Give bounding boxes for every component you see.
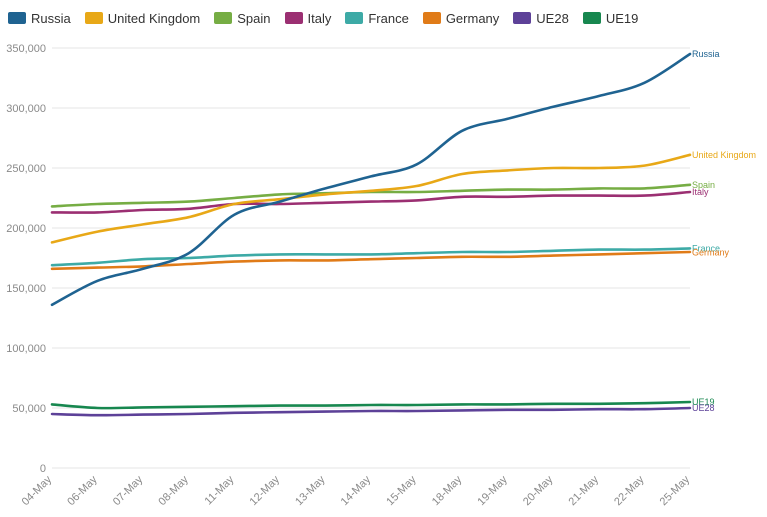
chart-legend: Russia United Kingdom Spain Italy France Germ…	[8, 8, 652, 28]
y-tick-label: 150,000	[6, 283, 46, 295]
legend-item-7[interactable]: UE19	[582, 10, 639, 26]
x-tick-label: 20-May	[521, 473, 556, 508]
x-tick-label: 04-May	[20, 473, 55, 508]
series-line-ue28[interactable]	[50, 406, 692, 417]
x-tick-label: 15-May	[384, 473, 419, 508]
legend-item-3[interactable]: Italy	[284, 10, 332, 26]
legend-swatch	[214, 12, 233, 24]
y-tick-label: 0	[40, 463, 46, 475]
x-tick-label: 21-May	[567, 473, 602, 508]
legend-swatch	[345, 12, 364, 24]
legend-label: Italy	[307, 10, 332, 26]
series-end-label: Spain	[692, 180, 715, 190]
series-end-label: UE28	[692, 403, 715, 413]
legend-label: Germany	[445, 10, 500, 26]
y-tick-label: 350,000	[6, 43, 46, 55]
legend-swatch	[422, 12, 441, 24]
x-tick-label: 07-May	[111, 473, 146, 508]
x-axis: 04-May 06-May 07-May 08-May 11-May 12-May 13-M…	[20, 473, 693, 508]
legend-item-1[interactable]: United Kingdom	[84, 10, 201, 26]
legend-item-2[interactable]: Spain	[214, 10, 271, 26]
series-end-label: Germany	[692, 247, 730, 257]
legend-item-4[interactable]: France	[345, 10, 409, 26]
series-line-italy[interactable]	[50, 190, 692, 214]
x-tick-label: 18-May	[430, 473, 465, 508]
x-tick-label: 14-May	[339, 473, 374, 508]
x-tick-label: 19-May	[475, 473, 510, 508]
legend-swatch	[582, 12, 601, 24]
series-line-russia[interactable]	[50, 52, 692, 307]
legend-item-5[interactable]: Germany	[422, 10, 500, 26]
legend-label: UE28	[536, 10, 569, 26]
y-tick-label: 100,000	[6, 343, 46, 355]
y-tick-label: 250,000	[6, 163, 46, 175]
legend-label: Russia	[31, 10, 71, 26]
legend-label: United Kingdom	[107, 10, 201, 26]
series-line-france[interactable]	[50, 247, 692, 267]
legend-item-6[interactable]: UE28	[513, 11, 569, 26]
y-tick-label: 50,000	[12, 403, 46, 415]
series-lines	[50, 52, 692, 417]
x-tick-label: 22-May	[612, 473, 647, 508]
series-end-label: France	[692, 243, 720, 253]
y-tick-label: 200,000	[6, 223, 46, 235]
series-end-label: UE19	[692, 397, 715, 407]
legend-label: UE19	[605, 10, 639, 26]
x-tick-label: 12-May	[248, 473, 283, 508]
y-axis: 0 50,000 100,000 150,000 200,000 250,000 300,0…	[6, 43, 46, 475]
series-line-ue19[interactable]	[50, 400, 692, 410]
legend-swatch	[84, 12, 103, 24]
legend-label: France	[368, 10, 409, 26]
legend-item-0[interactable]: Russia	[8, 11, 71, 26]
x-tick-label: 06-May	[65, 473, 100, 508]
x-tick-label: 13-May	[293, 473, 328, 508]
x-tick-label: 25-May	[658, 473, 693, 508]
x-tick-label: 08-May	[156, 473, 191, 508]
series-end-label: Russia	[692, 49, 720, 59]
legend-swatch	[513, 12, 532, 24]
series-line-united-kingdom[interactable]	[50, 153, 692, 244]
legend-swatch	[284, 12, 303, 24]
legend-label: Spain	[237, 10, 271, 26]
series-end-label: United Kingdom	[692, 150, 756, 160]
y-tick-label: 300,000	[6, 103, 46, 115]
series-end-label: Italy	[692, 187, 709, 197]
legend-swatch	[8, 12, 26, 24]
x-tick-label: 11-May	[203, 473, 237, 507]
